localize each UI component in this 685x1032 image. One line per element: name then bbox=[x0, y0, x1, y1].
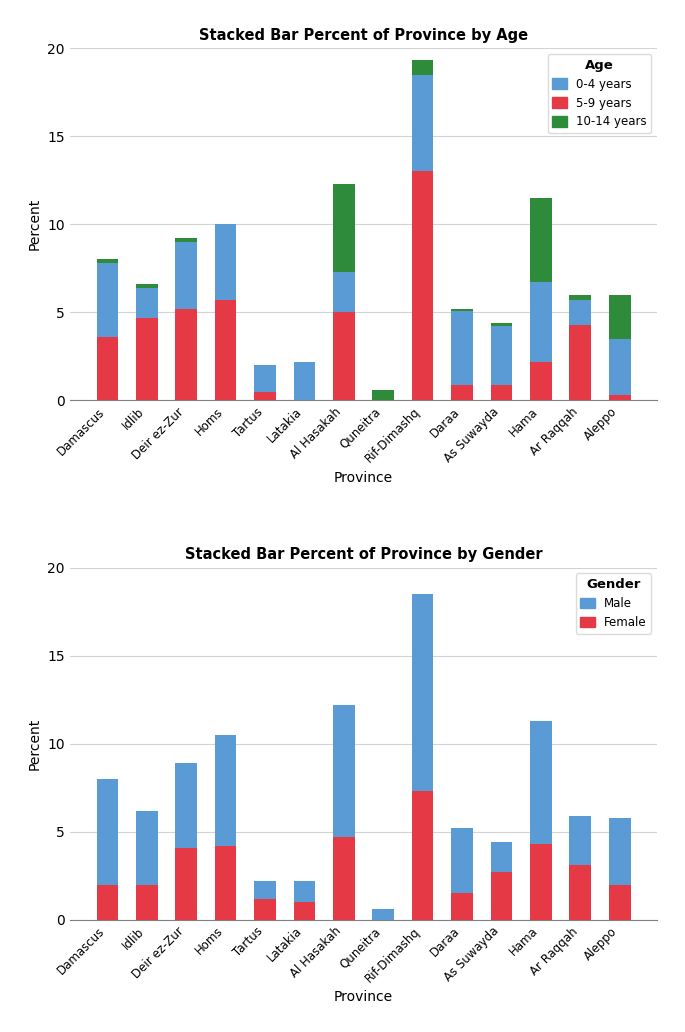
X-axis label: Province: Province bbox=[334, 471, 393, 485]
Bar bbox=[333, 837, 355, 920]
Bar bbox=[490, 872, 512, 920]
Bar bbox=[609, 884, 630, 920]
Bar bbox=[609, 817, 630, 884]
Bar bbox=[412, 171, 434, 400]
Bar bbox=[490, 842, 512, 872]
Bar bbox=[333, 184, 355, 271]
Bar bbox=[136, 811, 158, 884]
Bar bbox=[569, 300, 591, 325]
Bar bbox=[333, 271, 355, 313]
Legend: Male, Female: Male, Female bbox=[575, 574, 651, 634]
Bar bbox=[215, 735, 236, 846]
Bar bbox=[490, 385, 512, 400]
Bar bbox=[412, 74, 434, 171]
Bar bbox=[373, 390, 394, 400]
Bar bbox=[569, 816, 591, 865]
Bar bbox=[97, 779, 119, 884]
Bar bbox=[451, 385, 473, 400]
Bar bbox=[609, 395, 630, 400]
Bar bbox=[609, 338, 630, 395]
Bar bbox=[215, 300, 236, 400]
Bar bbox=[530, 198, 551, 283]
Bar bbox=[451, 894, 473, 920]
Title: Stacked Bar Percent of Province by Gender: Stacked Bar Percent of Province by Gende… bbox=[185, 547, 543, 562]
Bar bbox=[136, 318, 158, 400]
Bar bbox=[569, 325, 591, 400]
Bar bbox=[490, 323, 512, 326]
Bar bbox=[136, 288, 158, 318]
Bar bbox=[530, 844, 551, 920]
Bar bbox=[294, 902, 315, 920]
Bar bbox=[333, 313, 355, 400]
Bar bbox=[215, 224, 236, 300]
Bar bbox=[451, 829, 473, 894]
Bar bbox=[97, 337, 119, 400]
Bar bbox=[451, 309, 473, 311]
Bar bbox=[294, 361, 315, 400]
Bar bbox=[254, 881, 276, 899]
Bar bbox=[294, 881, 315, 902]
Bar bbox=[97, 259, 119, 263]
Bar bbox=[490, 326, 512, 385]
Bar bbox=[373, 909, 394, 920]
Bar bbox=[215, 846, 236, 920]
Bar bbox=[412, 792, 434, 920]
Bar bbox=[412, 594, 434, 792]
Bar bbox=[254, 391, 276, 400]
Bar bbox=[451, 311, 473, 385]
Bar bbox=[530, 361, 551, 400]
Bar bbox=[175, 238, 197, 241]
Bar bbox=[412, 61, 434, 74]
Bar bbox=[175, 241, 197, 309]
X-axis label: Province: Province bbox=[334, 991, 393, 1004]
Bar bbox=[254, 899, 276, 920]
Bar bbox=[530, 283, 551, 361]
Bar bbox=[333, 705, 355, 837]
Bar bbox=[175, 847, 197, 920]
Bar bbox=[136, 884, 158, 920]
Bar bbox=[569, 865, 591, 920]
Y-axis label: Percent: Percent bbox=[28, 717, 42, 770]
Legend: 0-4 years, 5-9 years, 10-14 years: 0-4 years, 5-9 years, 10-14 years bbox=[547, 54, 651, 133]
Bar bbox=[254, 365, 276, 391]
Title: Stacked Bar Percent of Province by Age: Stacked Bar Percent of Province by Age bbox=[199, 28, 528, 42]
Bar bbox=[569, 295, 591, 300]
Bar bbox=[530, 720, 551, 844]
Bar bbox=[175, 309, 197, 400]
Bar bbox=[175, 763, 197, 847]
Bar bbox=[97, 884, 119, 920]
Bar bbox=[97, 263, 119, 337]
Bar bbox=[136, 284, 158, 288]
Y-axis label: Percent: Percent bbox=[28, 198, 42, 251]
Bar bbox=[609, 295, 630, 338]
